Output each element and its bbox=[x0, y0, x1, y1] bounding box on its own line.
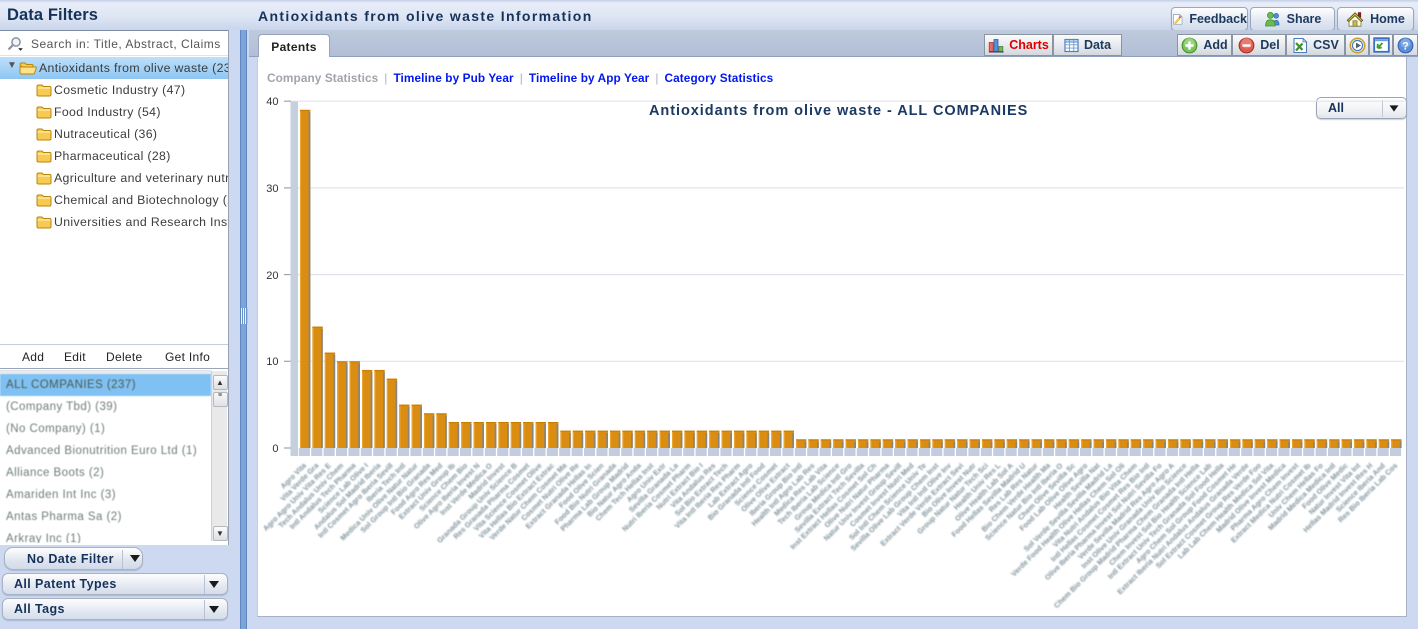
svg-text:40: 40 bbox=[266, 96, 278, 108]
svg-text:10: 10 bbox=[266, 356, 278, 368]
svg-text:20: 20 bbox=[266, 270, 278, 282]
svg-text:0: 0 bbox=[272, 443, 278, 455]
svg-text:30: 30 bbox=[266, 183, 278, 195]
svg-text:?: ? bbox=[1402, 40, 1409, 52]
